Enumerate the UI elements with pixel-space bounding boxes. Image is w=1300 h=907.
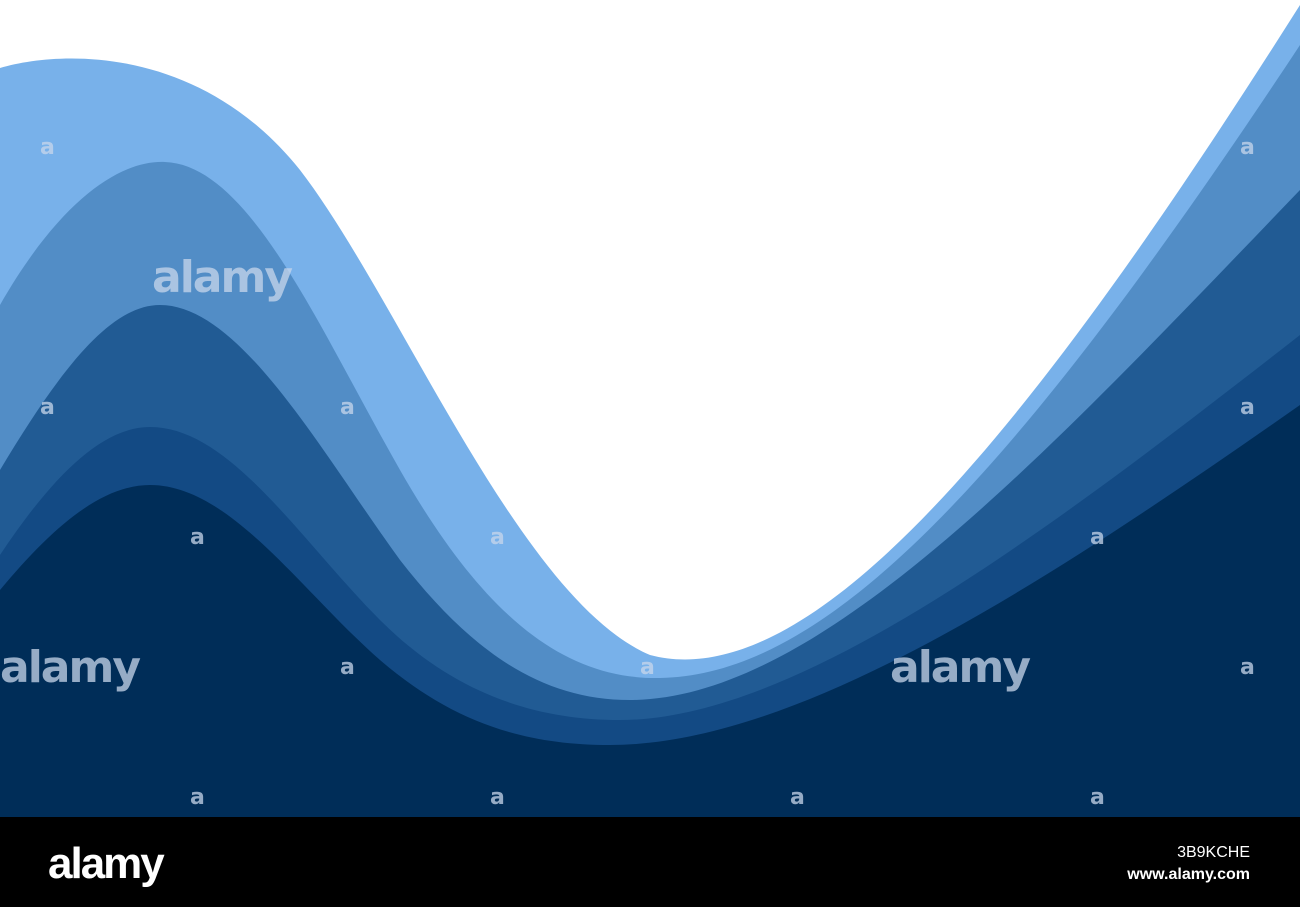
footer-logo: alamy [48, 839, 165, 888]
watermark-small: a [190, 525, 205, 550]
footer-url: www.alamy.com [1126, 866, 1250, 883]
watermark-small: a [640, 655, 655, 680]
watermark-small: a [190, 785, 205, 810]
watermark: alamy [152, 252, 292, 303]
wave-darkest [0, 405, 1300, 817]
watermark: alamy [0, 642, 140, 693]
watermark-small: a [490, 785, 505, 810]
watermark-small: a [1240, 135, 1255, 160]
footer-bar [0, 817, 1300, 907]
watermark-small: a [1090, 525, 1105, 550]
watermark: alamy [890, 642, 1030, 693]
image-id: 3B9KCHE [1177, 844, 1250, 861]
watermark-small: a [1240, 655, 1255, 680]
watermark-small: a [1240, 395, 1255, 420]
watermark-small: a [40, 135, 55, 160]
watermark-small: a [40, 395, 55, 420]
watermark-small: a [340, 395, 355, 420]
watermark-small: a [790, 785, 805, 810]
watermark-small: a [490, 525, 505, 550]
watermark-small: a [1090, 785, 1105, 810]
watermark-small: a [340, 655, 355, 680]
